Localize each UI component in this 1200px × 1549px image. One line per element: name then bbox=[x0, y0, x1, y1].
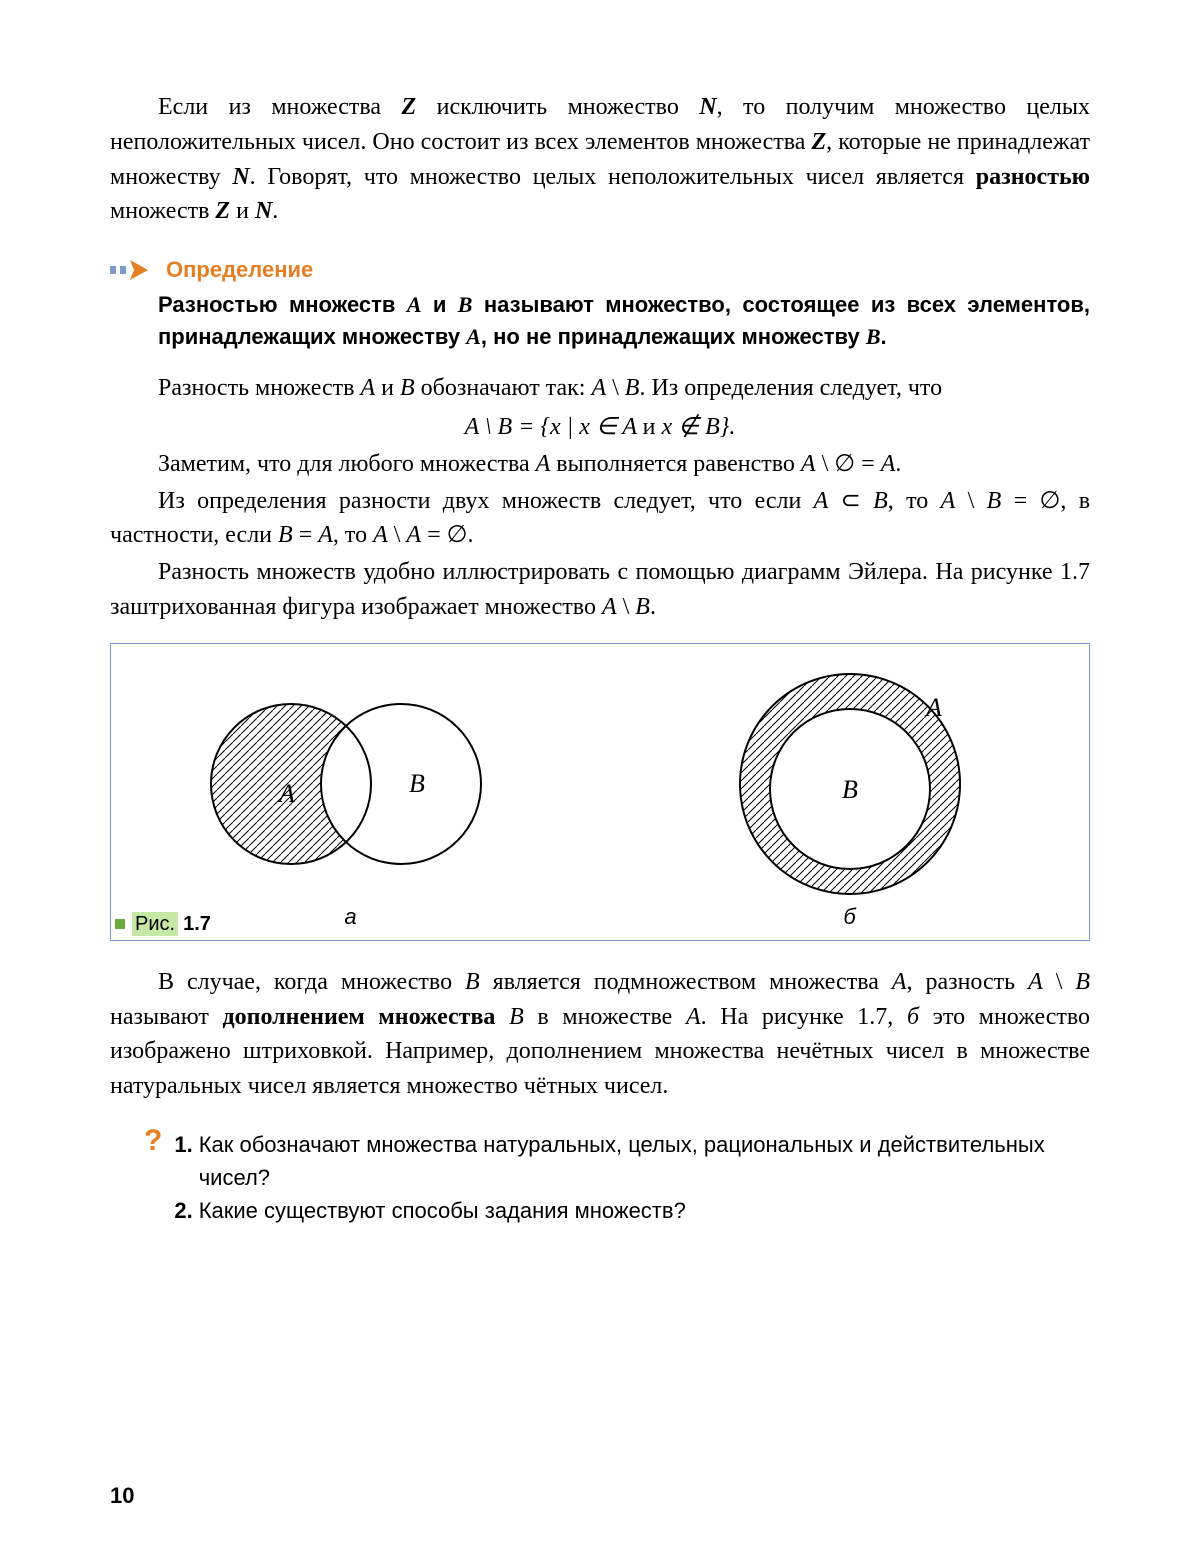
figure-sublabel-b: б bbox=[843, 904, 855, 930]
para-3: Заметим, что для любого множества A выпо… bbox=[110, 447, 1090, 482]
figure-sublabel-a: а bbox=[344, 904, 356, 930]
question-1: 1. Как обозначают множества натуральных,… bbox=[174, 1128, 1090, 1194]
venn-b: A B bbox=[620, 654, 1080, 914]
venn-a: A B bbox=[121, 654, 581, 914]
para-5: Разность множеств удобно иллюстрировать … bbox=[110, 555, 1090, 625]
question-mark-icon: ? bbox=[144, 1124, 162, 1158]
figure-1-7a: A B а bbox=[121, 654, 580, 934]
definition-block: Определение Разностью множеств A и B наз… bbox=[110, 257, 1090, 353]
figure-1-7b: A B б bbox=[620, 654, 1079, 934]
figure-1-7: A B а bbox=[110, 643, 1090, 941]
arrow-icon bbox=[110, 260, 156, 280]
para-4: Из определения разности двух множеств сл… bbox=[110, 484, 1090, 554]
definition-header: Определение bbox=[110, 257, 1090, 283]
para-6: В случае, когда множество B является под… bbox=[110, 965, 1090, 1104]
page: Если из множества Z исключить множество … bbox=[0, 0, 1200, 1549]
question-2: 2. Какие существуют способы задания множ… bbox=[174, 1194, 1090, 1227]
para-2: Разность множеств A и B обозначают так: … bbox=[110, 371, 1090, 406]
para-1: Если из множества Z исключить множество … bbox=[110, 90, 1090, 229]
square-icon bbox=[115, 919, 127, 931]
definition-body: Разностью множеств A и B называют множес… bbox=[158, 289, 1090, 353]
svg-text:A: A bbox=[277, 779, 295, 808]
svg-text:B: B bbox=[842, 775, 858, 804]
questions-list: 1. Как обозначают множества натуральных,… bbox=[174, 1128, 1090, 1227]
figure-caption: Рис. 1.7 bbox=[115, 913, 211, 936]
definition-title: Определение bbox=[166, 257, 313, 283]
svg-text:B: B bbox=[409, 769, 425, 798]
formula: A \ B = {x | x ∈ A и x ∉ B}. bbox=[110, 412, 1090, 441]
questions-block: ? 1. Как обозначают множества натуральны… bbox=[110, 1128, 1090, 1227]
svg-text:A: A bbox=[924, 693, 942, 722]
page-number: 10 bbox=[110, 1483, 134, 1509]
